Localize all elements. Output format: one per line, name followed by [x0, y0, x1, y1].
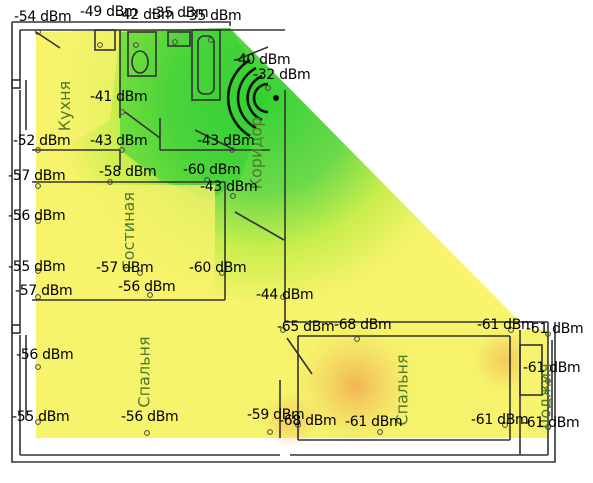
reading-label: -40 dBm [233, 52, 291, 68]
reading-label: -54 dBm [14, 9, 72, 25]
reading-label: -60 dBm [189, 260, 247, 276]
measurement-point [267, 429, 273, 435]
measurement-point [545, 424, 551, 430]
measurement-point [144, 430, 150, 436]
measurement-point [230, 193, 236, 199]
reading-label: -56 dBm [118, 279, 176, 295]
measurement-point [354, 336, 360, 342]
reading-label: -44 dBm [256, 287, 314, 303]
measurement-point [208, 37, 214, 43]
reading-label: -56 dBm [16, 347, 74, 363]
reading-label: -56 dBm [8, 208, 66, 224]
reading-label: -57 dBm [8, 168, 66, 184]
reading-label: -59 dBm [247, 407, 305, 423]
measurement-point [133, 42, 139, 48]
room-label-bedroom-1: Спальня [134, 336, 154, 408]
measurement-point [119, 147, 125, 153]
measurement-point [97, 42, 103, 48]
reading-label: -43 dBm [197, 133, 255, 149]
reading-label: -52 dBm [13, 133, 71, 149]
measurement-point [107, 179, 113, 185]
measurement-point [35, 183, 41, 189]
reading-label: -42 dBm [117, 7, 175, 23]
reading-label: -57 dBm [96, 260, 154, 276]
measurement-point [35, 29, 41, 35]
reading-label: -57 dBm [15, 283, 73, 299]
reading-label: -61 dBm [526, 321, 584, 337]
reading-label: -61 dBm [523, 360, 581, 376]
reading-label: -61 dBm [471, 412, 529, 428]
measurement-point [147, 292, 153, 298]
measurement-point [502, 422, 508, 428]
wifi-router-icon [226, 58, 279, 138]
reading-label: -55 dBm [8, 259, 66, 275]
reading-label: -61 dBm [522, 415, 580, 431]
reading-label: -49 dBm [80, 4, 138, 20]
reading-label: -43 dBm [90, 133, 148, 149]
measurement-point [35, 364, 41, 370]
measurement-point [137, 270, 143, 276]
measurement-point [377, 429, 383, 435]
reading-label: -65 dBm [277, 319, 335, 335]
measurement-point [172, 39, 178, 45]
reading-label: -61 dBm [345, 414, 403, 430]
measurement-point [295, 422, 301, 428]
measurement-point [219, 270, 225, 276]
measurement-point [229, 147, 235, 153]
measurement-point [119, 109, 125, 115]
reading-label: -60 dBm [183, 162, 241, 178]
reading-label: -68 dBm [334, 317, 392, 333]
walls [11, 21, 556, 463]
measurement-point [265, 85, 271, 91]
measurement-point [508, 327, 514, 333]
reading-label: -68 dBm [279, 413, 337, 429]
room-label-living: Гостиная [118, 192, 138, 270]
measurement-point [545, 331, 551, 337]
reading-label: -35 dBm [151, 5, 209, 21]
reading-label: -58 dBm [99, 164, 157, 180]
reading-label: -55 dBm [12, 409, 70, 425]
reading-label: -35 dBm [184, 8, 242, 24]
measurement-point [35, 294, 41, 300]
reading-label: -41 dBm [90, 89, 148, 105]
reading-label: -32 dBm [253, 67, 311, 83]
room-label-kitchen: Кухня [55, 80, 75, 132]
measurement-point [280, 327, 286, 333]
reading-label: -56 dBm [121, 409, 179, 425]
measurement-point [545, 378, 551, 384]
measurement-point [204, 177, 210, 183]
measurement-point [35, 268, 41, 274]
reading-label: -61 dBm [477, 317, 535, 333]
measurement-point [35, 419, 41, 425]
measurement-point [35, 147, 41, 153]
measurement-point [35, 218, 41, 224]
measurement-points [35, 29, 551, 436]
reading-label: -43 dBm [200, 179, 258, 195]
measurement-point [280, 294, 286, 300]
